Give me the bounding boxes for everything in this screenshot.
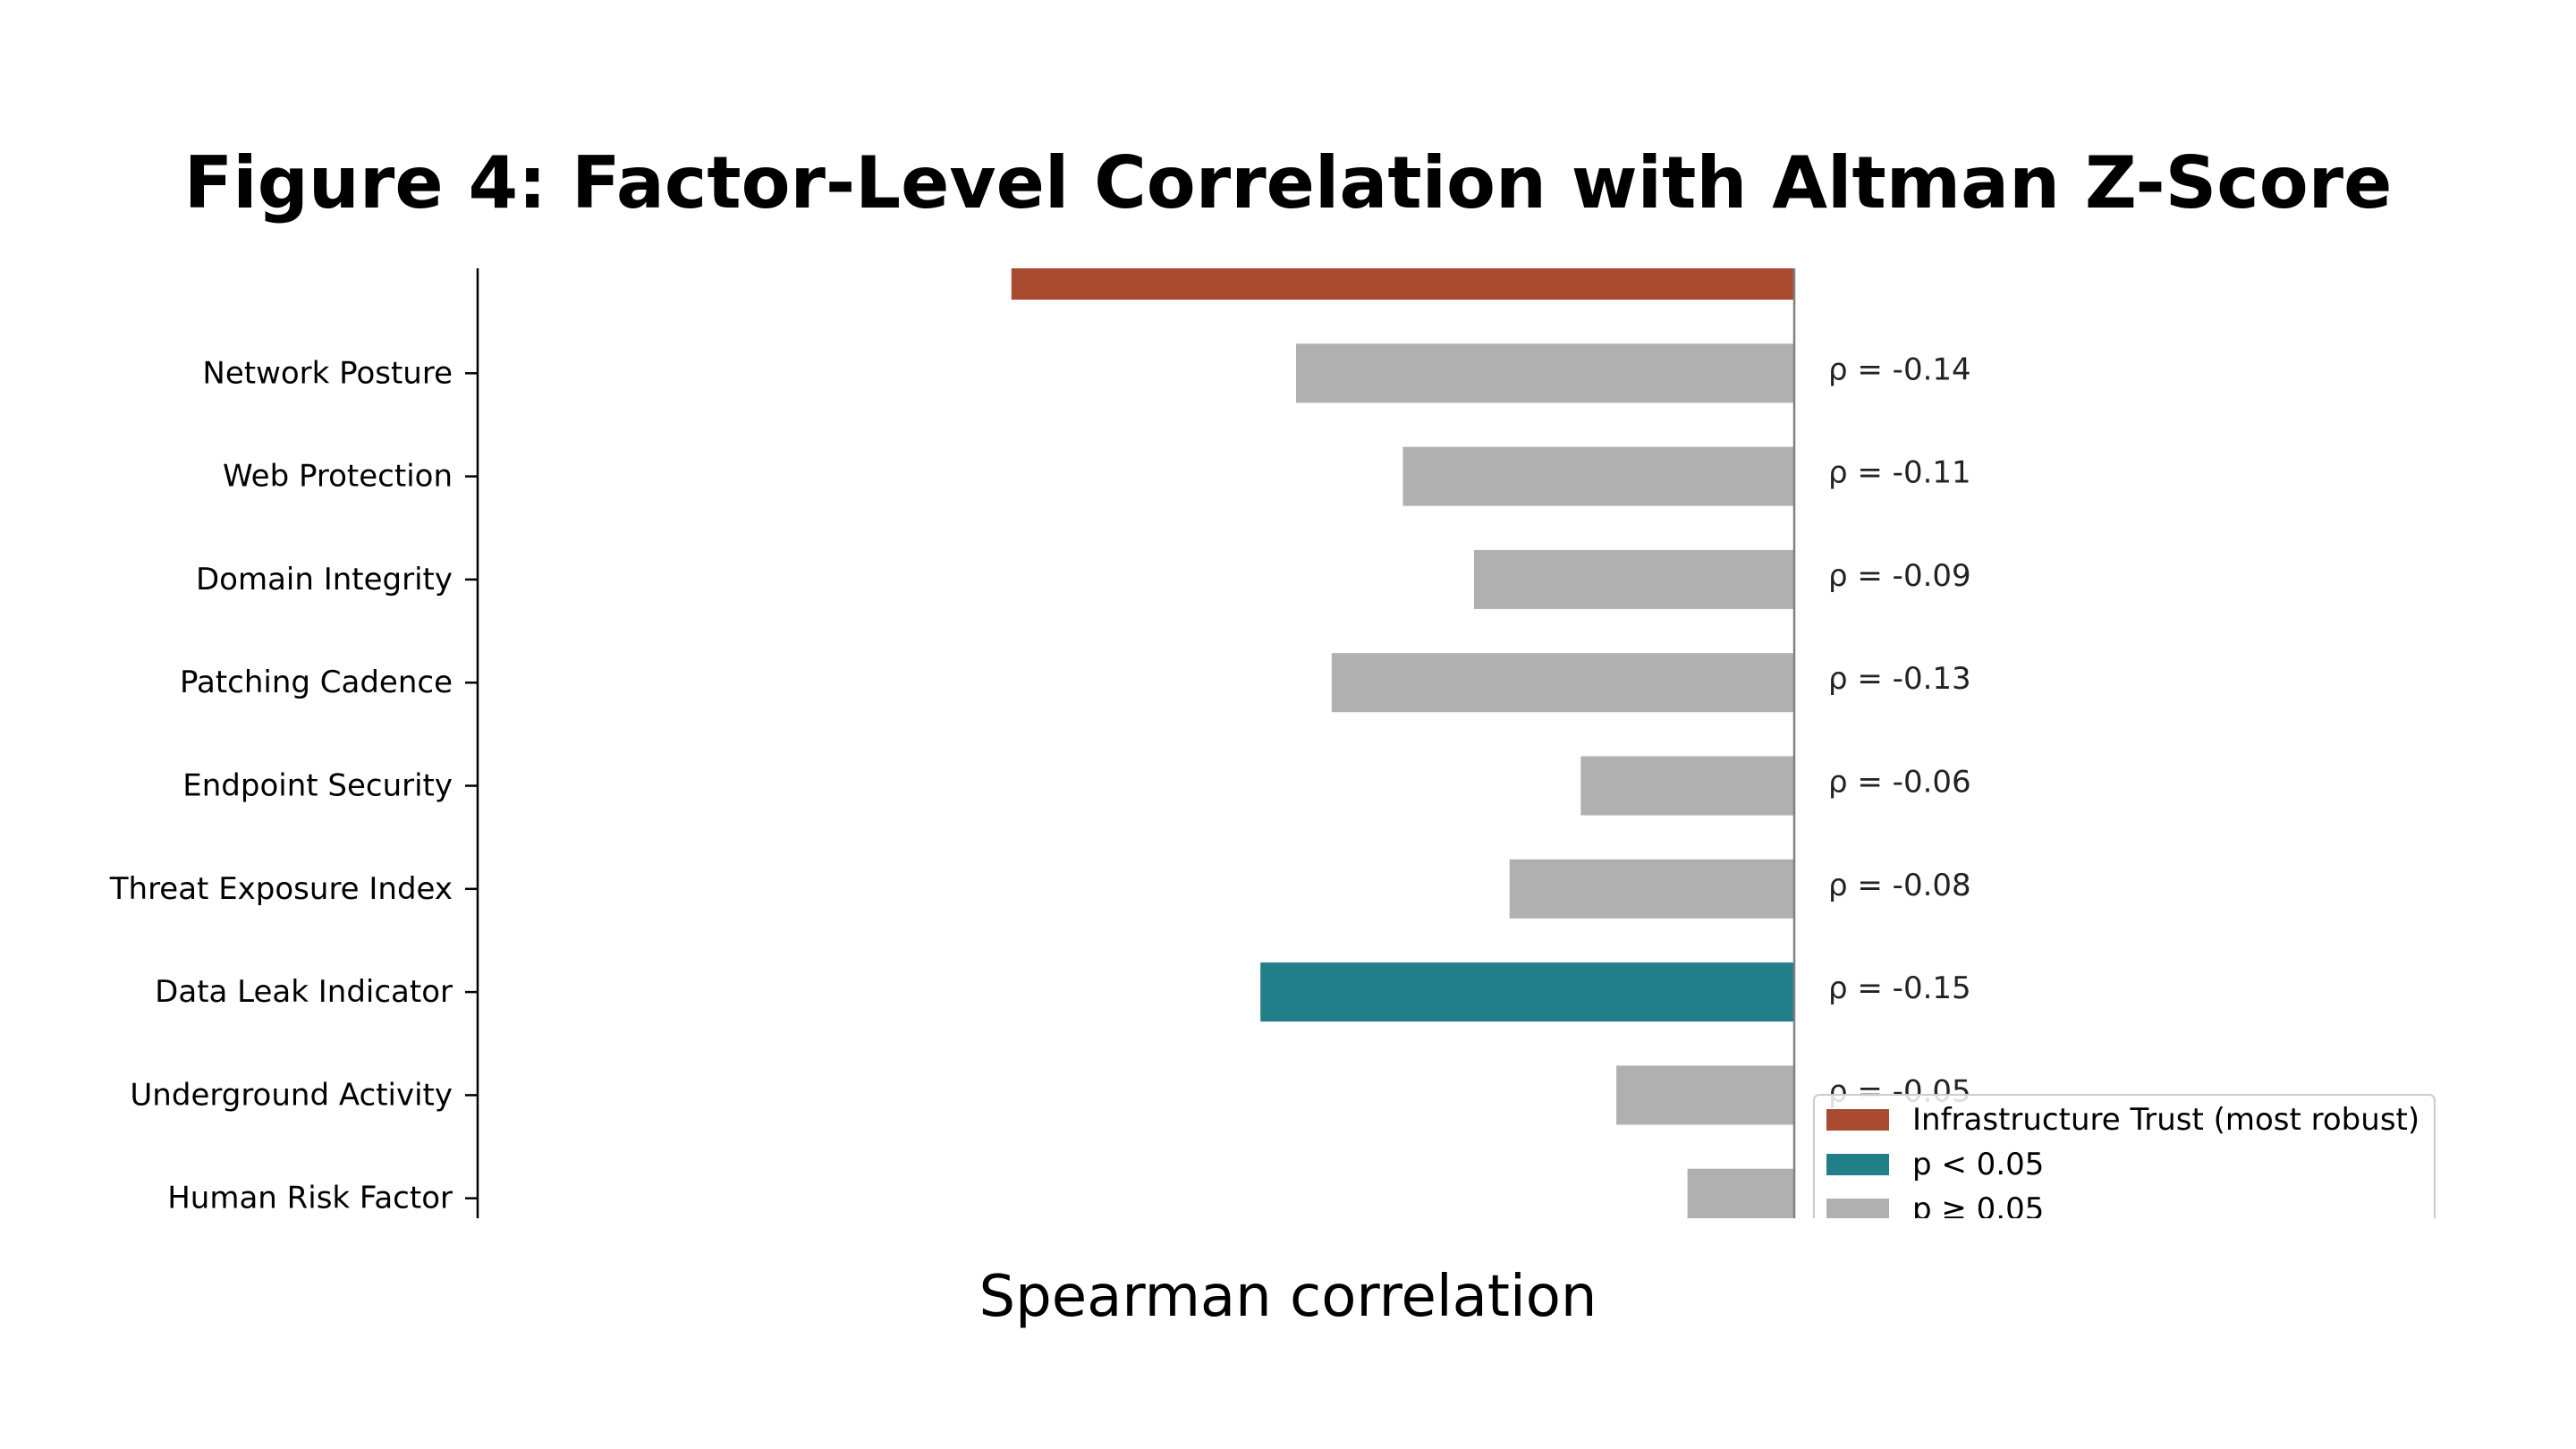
legend-label-sig: p < 0.05: [1912, 1147, 2044, 1182]
bar-10: [1687, 1168, 1794, 1218]
bar-2: [1296, 343, 1794, 403]
value-label-6: ρ = -0.08: [1828, 868, 1971, 903]
value-label-7: ρ = -0.15: [1828, 970, 1971, 1006]
value-label-2: ρ = -0.11: [1828, 455, 1971, 491]
value-label-1: ρ = -0.14: [1828, 352, 1971, 387]
chart-title: Figure 4: Factor-Level Correlation with …: [183, 141, 2393, 225]
bar-4: [1473, 549, 1794, 609]
bar-7: [1509, 859, 1794, 919]
y-tick-label-6: Threat Exposure Index: [109, 871, 453, 907]
legend-label-ns: p ≥ 0.05: [1912, 1191, 2044, 1227]
legend-label-robust: Infrastructure Trust (most robust): [1912, 1102, 2419, 1138]
legend-box: [1813, 1094, 2436, 1218]
legend-swatch-ns: [1826, 1199, 1889, 1218]
bar-9: [1616, 1065, 1794, 1125]
bar-1: [1011, 268, 1794, 300]
y-tick-label-5: Endpoint Security: [182, 768, 453, 804]
y-tick-label-2: Web Protection: [223, 459, 453, 495]
value-label-5: ρ = -0.06: [1828, 765, 1971, 801]
y-tick-label-3: Domain Integrity: [196, 562, 453, 597]
bars-group: [1011, 268, 1794, 1218]
legend-swatch-sig: [1826, 1154, 1889, 1175]
bar-5: [1331, 653, 1794, 713]
value-label-4: ρ = -0.13: [1828, 661, 1971, 697]
bar-3: [1402, 446, 1794, 506]
y-tick-label-8: Underground Activity: [130, 1077, 453, 1113]
x-axis-label: Spearman correlation: [979, 1264, 1597, 1330]
y-tick-label-7: Data Leak Indicator: [155, 974, 453, 1010]
legend: Infrastructure Trust (most robust) p < 0.…: [1813, 1094, 2436, 1227]
y-tick-label-1: Network Posture: [202, 355, 453, 391]
y-tick-label-4: Patching Cadence: [180, 665, 453, 700]
y-tick-label-9: Human Risk Factor: [167, 1181, 453, 1216]
value-label-3: ρ = -0.09: [1828, 558, 1971, 594]
bar-6: [1580, 756, 1794, 816]
bar-8: [1260, 962, 1794, 1022]
legend-swatch-robust: [1826, 1109, 1889, 1131]
